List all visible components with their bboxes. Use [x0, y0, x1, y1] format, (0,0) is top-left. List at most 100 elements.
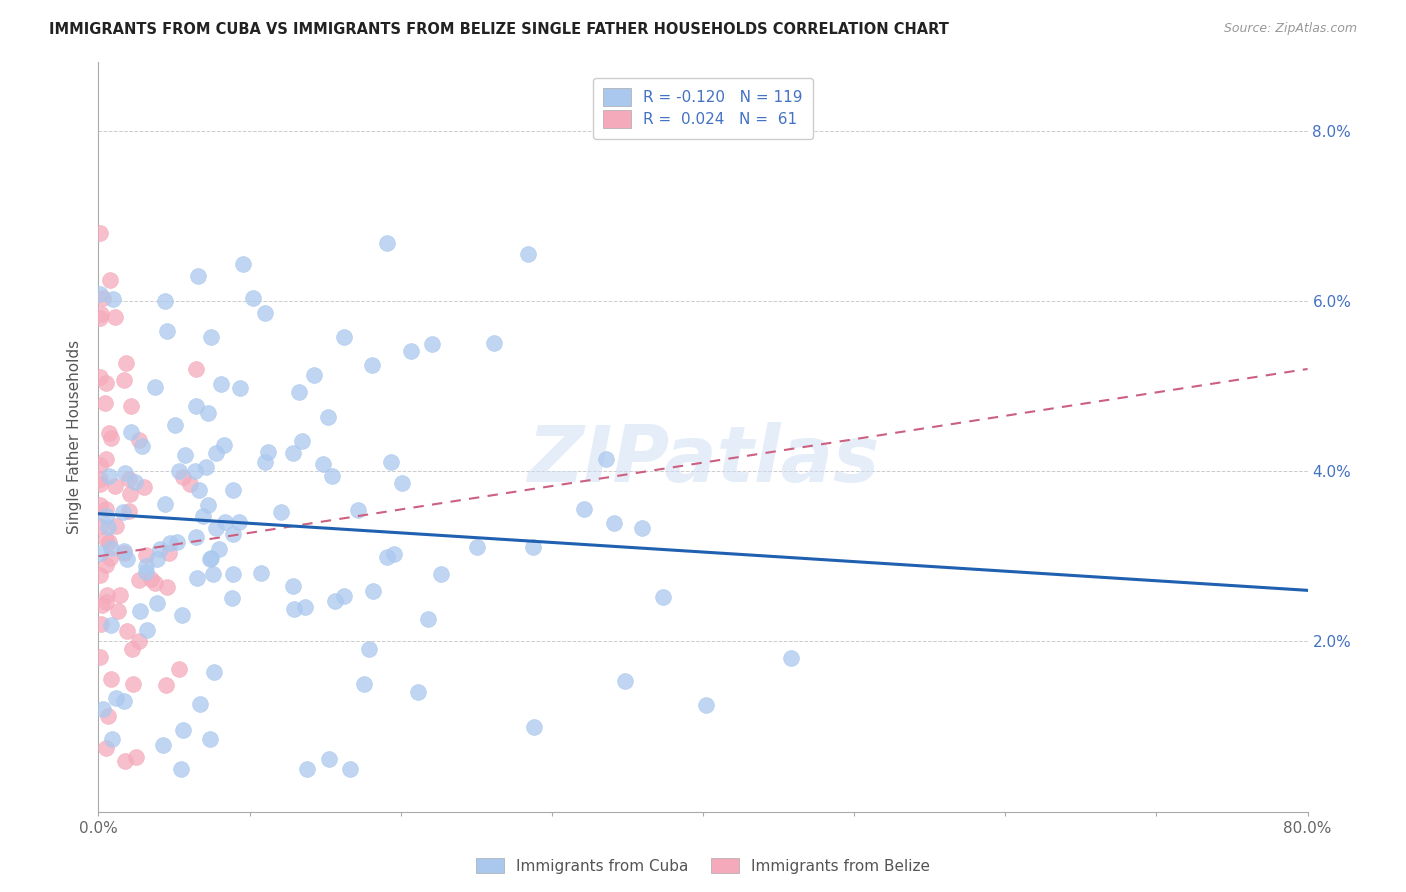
Point — [209, 377, 232, 392]
Point — [108, 589, 131, 603]
Point — [94, 376, 117, 390]
Point — [429, 566, 451, 581]
Point — [124, 475, 146, 489]
Point — [155, 677, 177, 691]
Point — [380, 455, 402, 469]
Point — [112, 373, 135, 387]
Point — [112, 693, 135, 707]
Point — [332, 589, 354, 603]
Point — [208, 541, 231, 556]
Point — [128, 433, 150, 447]
Point — [101, 292, 124, 306]
Point — [155, 293, 177, 308]
Point — [270, 505, 292, 519]
Point — [112, 544, 135, 558]
Point — [131, 439, 153, 453]
Point — [89, 226, 111, 240]
Point — [141, 572, 163, 586]
Point — [97, 469, 120, 483]
Point — [101, 731, 124, 746]
Point — [232, 257, 254, 271]
Point — [422, 336, 444, 351]
Point — [170, 762, 193, 776]
Point — [146, 597, 169, 611]
Point — [339, 762, 361, 776]
Point — [204, 521, 226, 535]
Point — [357, 641, 380, 656]
Point — [90, 307, 112, 321]
Point — [311, 457, 333, 471]
Point — [517, 247, 540, 261]
Point — [375, 549, 398, 564]
Point — [121, 641, 143, 656]
Point — [89, 287, 111, 301]
Point — [89, 472, 111, 486]
Point — [122, 677, 145, 691]
Point — [166, 534, 188, 549]
Point — [242, 291, 264, 305]
Point — [377, 236, 399, 251]
Point — [200, 330, 222, 344]
Point — [89, 567, 111, 582]
Point — [117, 624, 139, 639]
Point — [107, 604, 129, 618]
Legend: Immigrants from Cuba, Immigrants from Belize: Immigrants from Cuba, Immigrants from Be… — [470, 852, 936, 880]
Point — [91, 598, 114, 612]
Point — [295, 762, 318, 776]
Point — [333, 330, 356, 344]
Point — [152, 738, 174, 752]
Point — [94, 508, 117, 523]
Point — [595, 452, 617, 467]
Point — [191, 509, 214, 524]
Point — [522, 540, 544, 554]
Point — [283, 602, 305, 616]
Point — [318, 751, 340, 765]
Point — [100, 673, 122, 687]
Point — [399, 344, 422, 359]
Point — [96, 558, 118, 573]
Point — [406, 684, 429, 698]
Point — [214, 515, 236, 529]
Point — [200, 552, 222, 566]
Point — [779, 651, 801, 665]
Point — [89, 458, 111, 473]
Point — [188, 698, 211, 712]
Point — [291, 434, 314, 449]
Point — [631, 521, 654, 535]
Point — [353, 677, 375, 691]
Point — [253, 455, 276, 469]
Point — [156, 580, 179, 594]
Point — [135, 565, 157, 579]
Point — [651, 590, 673, 604]
Point — [465, 541, 488, 555]
Point — [316, 410, 339, 425]
Point — [143, 576, 166, 591]
Point — [188, 483, 211, 497]
Point — [98, 534, 121, 549]
Point — [294, 599, 316, 614]
Point — [221, 483, 243, 497]
Point — [120, 425, 142, 439]
Text: ZIPatlas: ZIPatlas — [527, 422, 879, 498]
Point — [146, 552, 169, 566]
Point — [89, 370, 111, 384]
Point — [187, 268, 209, 283]
Point — [167, 464, 190, 478]
Point — [179, 477, 201, 491]
Text: Source: ZipAtlas.com: Source: ZipAtlas.com — [1223, 22, 1357, 36]
Point — [257, 445, 280, 459]
Point — [100, 550, 122, 565]
Point — [283, 579, 305, 593]
Point — [91, 702, 114, 716]
Point — [418, 612, 440, 626]
Legend: R = -0.120   N = 119, R =  0.024   N =  61: R = -0.120 N = 119, R = 0.024 N = 61 — [593, 78, 813, 139]
Point — [115, 356, 138, 370]
Point — [89, 649, 111, 664]
Point — [120, 399, 142, 413]
Point — [90, 616, 112, 631]
Point — [200, 550, 222, 565]
Point — [91, 291, 114, 305]
Point — [198, 731, 221, 746]
Point — [125, 749, 148, 764]
Point — [97, 520, 120, 534]
